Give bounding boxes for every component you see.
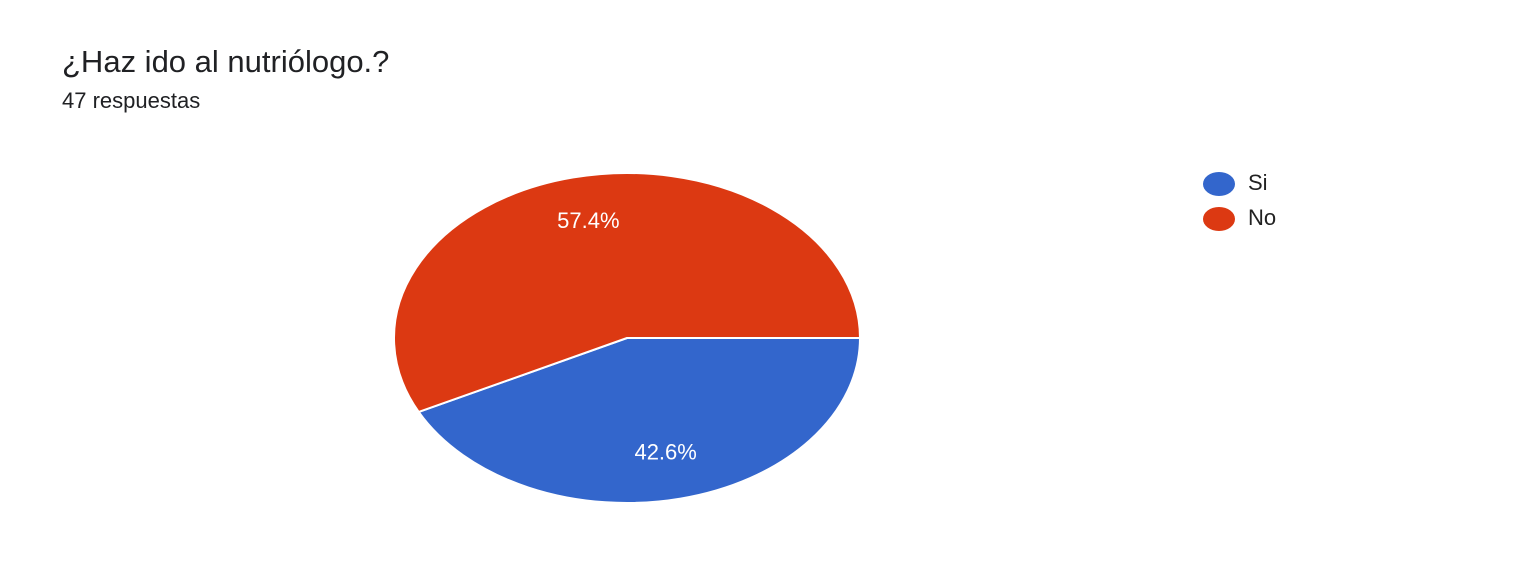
legend-label: No: [1248, 205, 1276, 230]
chart-subtitle: 47 respuestas: [62, 88, 200, 113]
slice-label: 42.6%: [634, 439, 696, 464]
pie-slice: [417, 337, 862, 504]
legend-marker: [1203, 172, 1235, 196]
pie-slice: [393, 172, 862, 414]
legend-label: Si: [1248, 170, 1268, 195]
chart-title: ¿Haz ido al nutriólogo.?: [62, 44, 389, 79]
slice-label: 57.4%: [557, 208, 619, 233]
legend-marker: [1203, 207, 1235, 231]
